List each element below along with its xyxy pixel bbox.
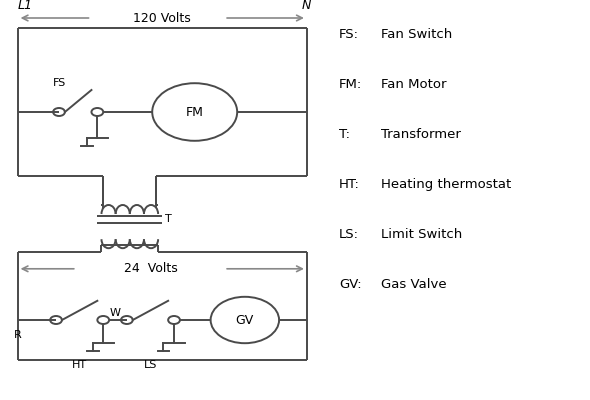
Text: FM:: FM: bbox=[339, 78, 362, 91]
Text: L1: L1 bbox=[18, 0, 32, 12]
Text: LS: LS bbox=[144, 360, 157, 370]
Text: R: R bbox=[14, 330, 22, 340]
Text: HT: HT bbox=[72, 360, 87, 370]
Text: Limit Switch: Limit Switch bbox=[381, 228, 462, 241]
Text: FS: FS bbox=[53, 78, 65, 88]
Text: FS:: FS: bbox=[339, 28, 359, 41]
Text: Transformer: Transformer bbox=[381, 128, 460, 141]
Text: LS:: LS: bbox=[339, 228, 359, 241]
Text: W: W bbox=[109, 308, 120, 318]
Text: T:: T: bbox=[339, 128, 350, 141]
Text: 24  Volts: 24 Volts bbox=[123, 262, 178, 275]
Text: Gas Valve: Gas Valve bbox=[381, 278, 446, 291]
Text: HT:: HT: bbox=[339, 178, 360, 191]
Text: 120 Volts: 120 Volts bbox=[133, 12, 191, 24]
Text: FM: FM bbox=[186, 106, 204, 118]
Text: GV: GV bbox=[236, 314, 254, 326]
Text: Fan Switch: Fan Switch bbox=[381, 28, 452, 41]
Text: GV:: GV: bbox=[339, 278, 362, 291]
Text: Fan Motor: Fan Motor bbox=[381, 78, 446, 91]
Text: T: T bbox=[165, 214, 172, 224]
Text: Heating thermostat: Heating thermostat bbox=[381, 178, 511, 191]
Text: N: N bbox=[302, 0, 312, 12]
